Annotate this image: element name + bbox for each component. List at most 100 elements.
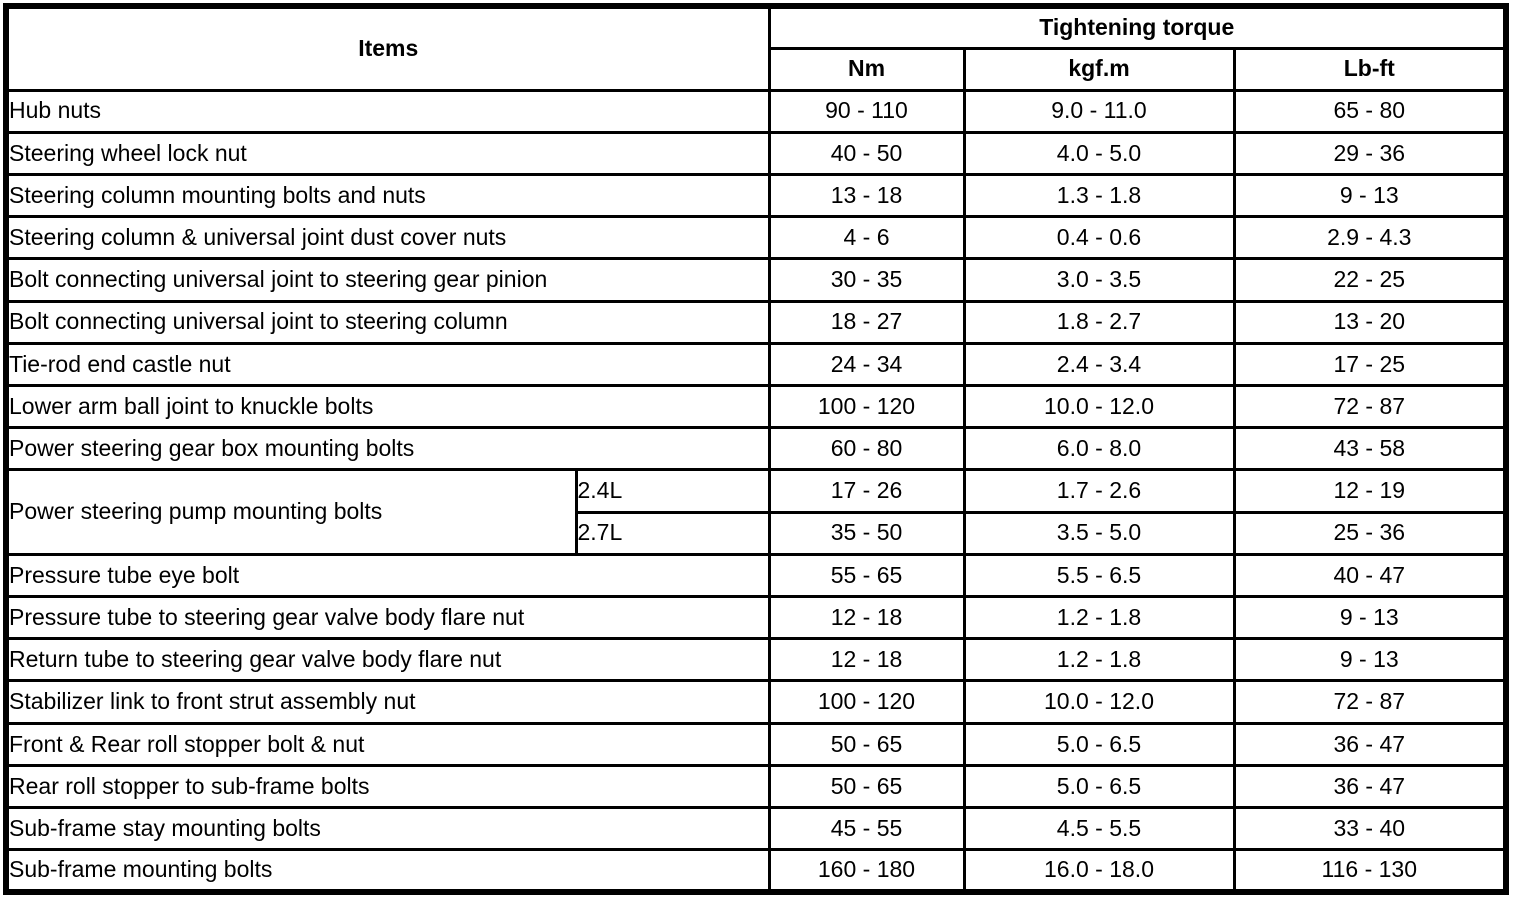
kgfm-value-cell: 6.0 - 8.0 [962,426,1236,472]
nm-value-cell: 4 - 6 [767,215,966,261]
table-row: Lower arm ball joint to knuckle bolts 100… [4,383,1508,430]
table-row: Rear roll stopper to sub-frame bolts 50 -… [4,763,1508,809]
lbft-value-cell: 33 - 40 [1232,805,1508,852]
engine-variant-cell: 2.7L [574,510,771,556]
item-cell: Pressure tube eye bolt [4,552,771,598]
table-row: Sub-frame stay mounting bolts 45 - 55 4.5 … [4,805,1508,852]
nm-value-cell: 90 - 110 [767,88,966,134]
lbft-value-cell: 72 - 87 [1232,383,1508,430]
lbft-value-cell: 36 - 47 [1232,721,1508,767]
unit-header-nm: Nm [767,46,966,92]
kgfm-value-cell: 3.5 - 5.0 [962,510,1236,556]
kgfm-value-cell: 1.8 - 2.7 [962,299,1236,345]
table-row: Hub nuts 90 - 110 9.0 - 11.0 65 - 80 [4,88,1508,134]
table-header: Items Tightening torque Nm kgf.m Lb-ft [4,4,1508,92]
kgfm-value-cell: 1.7 - 2.6 [962,468,1236,514]
item-cell: Bolt connecting universal joint to steer… [4,257,771,303]
header-row-groups: Items Tightening torque [4,4,1508,92]
lbft-value-cell: 17 - 25 [1232,341,1508,387]
engine-variant-cell: 2.4L [574,468,771,514]
nm-value-cell: 50 - 65 [767,763,966,809]
header-row-units: Nm kgf.m Lb-ft [6,46,1508,92]
nm-value-cell: 17 - 26 [767,468,966,514]
tightening-torque-header-cell: Tightening torque [767,4,1508,50]
kgfm-value-cell: 1.2 - 1.8 [962,637,1236,683]
tightening-torque-table: Items Tightening torque Nm kgf.m Lb-ft H… [3,3,1510,895]
nm-value-cell: 100 - 120 [767,679,966,725]
table-row: Pressure tube to steering gear valve bod… [4,594,1508,641]
item-cell: Hub nuts [4,88,771,134]
nm-value-cell: 12 - 18 [767,637,966,683]
table-row: Front & Rear roll stopper bolt & nut 50 -… [4,721,1508,767]
lbft-value-cell: 9 - 13 [1232,637,1508,683]
nm-value-cell: 60 - 80 [767,426,966,472]
table-row: 2.7L 35 - 50 3.5 - 5.0 25 - 36 [6,510,1508,556]
table-row: Bolt connecting universal joint to steer… [4,257,1508,303]
table-row: Steering wheel lock nut 40 - 50 4.0 - 5.0 2… [4,130,1508,176]
lbft-value-cell: 9 - 13 [1232,594,1508,641]
item-cell: Steering wheel lock nut [4,130,771,176]
item-cell: Bolt connecting universal joint to steer… [4,299,771,345]
lbft-value-cell: 43 - 58 [1232,426,1508,472]
item-cell: Return tube to steering gear valve body … [4,637,771,683]
lbft-value-cell: 9 - 13 [1232,172,1508,219]
kgfm-value-cell: 5.5 - 6.5 [962,552,1236,598]
item-cell: Front & Rear roll stopper bolt & nut [4,721,771,767]
kgfm-value-cell: 0.4 - 0.6 [962,215,1236,261]
kgfm-value-cell: 5.0 - 6.5 [962,721,1236,767]
item-cell: Sub-frame stay mounting bolts [4,805,771,852]
lbft-value-cell: 40 - 47 [1232,552,1508,598]
item-cell: Tie-rod end castle nut [4,341,771,387]
items-header-cell: Items [4,4,771,92]
kgfm-value-cell: 10.0 - 12.0 [962,383,1236,430]
table-row: Sub-frame mounting bolts 160 - 180 16.0 - … [4,848,1508,894]
lbft-value-cell: 36 - 47 [1232,763,1508,809]
lbft-value-cell: 13 - 20 [1232,299,1508,345]
kgfm-value-cell: 9.0 - 11.0 [962,88,1236,134]
kgfm-value-cell: 4.0 - 5.0 [962,130,1236,176]
table-row: Stabilizer link to front strut assembly … [4,679,1508,725]
kgfm-value-cell: 1.3 - 1.8 [962,172,1236,219]
lbft-value-cell: 65 - 80 [1232,88,1508,134]
kgfm-value-cell: 1.2 - 1.8 [962,594,1236,641]
unit-header-lbft: Lb-ft [1232,46,1508,92]
lbft-value-cell: 22 - 25 [1232,257,1508,303]
table-row: Tie-rod end castle nut 24 - 34 2.4 - 3.4 17… [4,341,1508,387]
kgfm-value-cell: 3.0 - 3.5 [962,257,1236,303]
nm-value-cell: 55 - 65 [767,552,966,598]
lbft-value-cell: 25 - 36 [1232,510,1508,556]
unit-header-kgfm: kgf.m [962,46,1236,92]
item-cell: Power steering gear box mounting bolts [4,426,771,472]
kgfm-value-cell: 16.0 - 18.0 [962,848,1236,894]
table-row: Bolt connecting universal joint to steer… [4,299,1508,345]
nm-value-cell: 160 - 180 [767,848,966,894]
kgfm-value-cell: 4.5 - 5.5 [962,805,1236,852]
nm-value-cell: 35 - 50 [767,510,966,556]
table-row: Pressure tube eye bolt 55 - 65 5.5 - 6.5 40… [4,552,1508,598]
nm-value-cell: 45 - 55 [767,805,966,852]
kgfm-value-cell: 10.0 - 12.0 [962,679,1236,725]
nm-value-cell: 30 - 35 [767,257,966,303]
item-cell: Rear roll stopper to sub-frame bolts [4,763,771,809]
lbft-value-cell: 72 - 87 [1232,679,1508,725]
nm-value-cell: 100 - 120 [767,383,966,430]
item-cell: Pressure tube to steering gear valve bod… [4,594,771,641]
nm-value-cell: 18 - 27 [767,299,966,345]
item-cell: Steering column mounting bolts and nuts [4,172,771,219]
nm-value-cell: 40 - 50 [767,130,966,176]
table-row: Steering column mounting bolts and nuts 1… [4,172,1508,219]
lbft-value-cell: 116 - 130 [1232,848,1508,894]
item-cell: Steering column & universal joint dust c… [4,215,771,261]
item-cell: Lower arm ball joint to knuckle bolts [4,383,771,430]
table-row: Power steering gear box mounting bolts 60… [4,426,1508,472]
item-cell: Sub-frame mounting bolts [4,848,771,894]
item-cell: Stabilizer link to front strut assembly … [4,679,771,725]
nm-value-cell: 13 - 18 [767,172,966,219]
kgfm-value-cell: 2.4 - 3.4 [962,341,1236,387]
nm-value-cell: 50 - 65 [767,721,966,767]
table-row: Power steering pump mounting bolts 2.4L 17… [4,468,1508,556]
torque-table-body: Hub nuts 90 - 110 9.0 - 11.0 65 - 80 Steerin… [4,88,1508,894]
kgfm-value-cell: 5.0 - 6.5 [962,763,1236,809]
nm-value-cell: 24 - 34 [767,341,966,387]
